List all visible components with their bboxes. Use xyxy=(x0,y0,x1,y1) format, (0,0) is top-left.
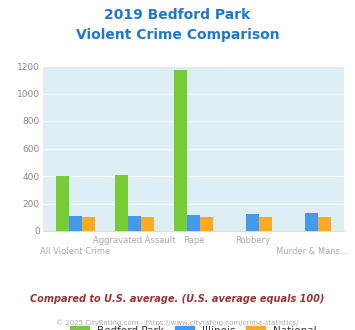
Text: © 2025 CityRating.com - https://www.cityrating.com/crime-statistics/: © 2025 CityRating.com - https://www.city… xyxy=(56,319,299,326)
Text: Compared to U.S. average. (U.S. average equals 100): Compared to U.S. average. (U.S. average … xyxy=(30,294,325,304)
Text: Murder & Mans...: Murder & Mans... xyxy=(276,247,348,256)
Text: Violent Crime Comparison: Violent Crime Comparison xyxy=(76,28,279,42)
Bar xyxy=(187,214,200,231)
Legend: Bedford Park, Illinois, National: Bedford Park, Illinois, National xyxy=(66,322,321,330)
Bar xyxy=(69,216,82,231)
Bar xyxy=(246,214,259,231)
Text: All Violent Crime: All Violent Crime xyxy=(40,247,110,256)
Bar xyxy=(128,216,141,231)
Bar xyxy=(56,176,69,231)
Bar xyxy=(82,217,95,231)
Bar xyxy=(259,217,272,231)
Text: 2019 Bedford Park: 2019 Bedford Park xyxy=(104,8,251,22)
Bar xyxy=(174,70,187,231)
Bar xyxy=(318,217,331,231)
Bar xyxy=(115,175,128,231)
Bar xyxy=(305,213,318,231)
Bar xyxy=(141,217,154,231)
Bar xyxy=(200,217,213,231)
